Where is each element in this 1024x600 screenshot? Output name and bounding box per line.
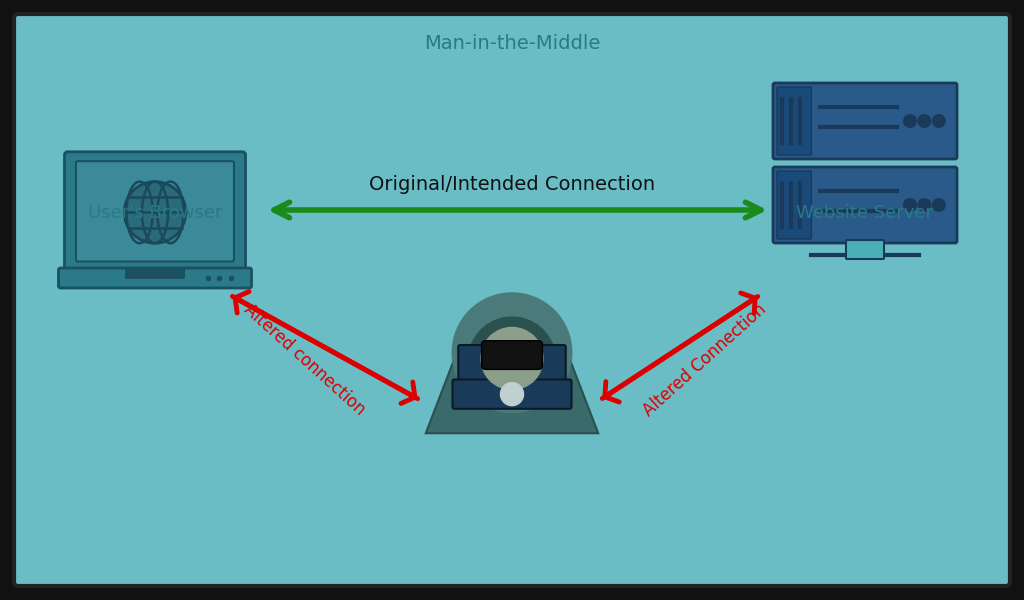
FancyBboxPatch shape xyxy=(459,345,565,383)
Circle shape xyxy=(468,317,556,404)
Text: Original/Intended Connection: Original/Intended Connection xyxy=(369,175,655,194)
FancyBboxPatch shape xyxy=(58,268,252,288)
Circle shape xyxy=(453,293,571,413)
FancyBboxPatch shape xyxy=(773,167,957,243)
Text: Altered Connection: Altered Connection xyxy=(640,300,770,420)
Text: User's Browser: User's Browser xyxy=(88,204,222,222)
FancyBboxPatch shape xyxy=(14,14,1010,586)
FancyBboxPatch shape xyxy=(777,171,811,239)
Circle shape xyxy=(904,115,916,127)
FancyBboxPatch shape xyxy=(481,341,543,370)
Circle shape xyxy=(933,115,945,127)
FancyBboxPatch shape xyxy=(65,152,246,273)
FancyBboxPatch shape xyxy=(846,240,884,259)
FancyBboxPatch shape xyxy=(126,269,184,278)
Text: Man-in-the-Middle: Man-in-the-Middle xyxy=(424,34,600,53)
FancyBboxPatch shape xyxy=(773,83,957,159)
Circle shape xyxy=(919,115,931,127)
Text: Website Server: Website Server xyxy=(797,204,934,222)
Circle shape xyxy=(904,199,916,211)
Text: Altered connection: Altered connection xyxy=(241,301,370,419)
FancyBboxPatch shape xyxy=(76,161,234,262)
Circle shape xyxy=(933,199,945,211)
Circle shape xyxy=(919,199,931,211)
Circle shape xyxy=(124,182,185,243)
Circle shape xyxy=(501,383,523,406)
FancyBboxPatch shape xyxy=(453,379,571,409)
Circle shape xyxy=(481,328,543,389)
FancyBboxPatch shape xyxy=(777,87,811,155)
Polygon shape xyxy=(426,347,598,433)
